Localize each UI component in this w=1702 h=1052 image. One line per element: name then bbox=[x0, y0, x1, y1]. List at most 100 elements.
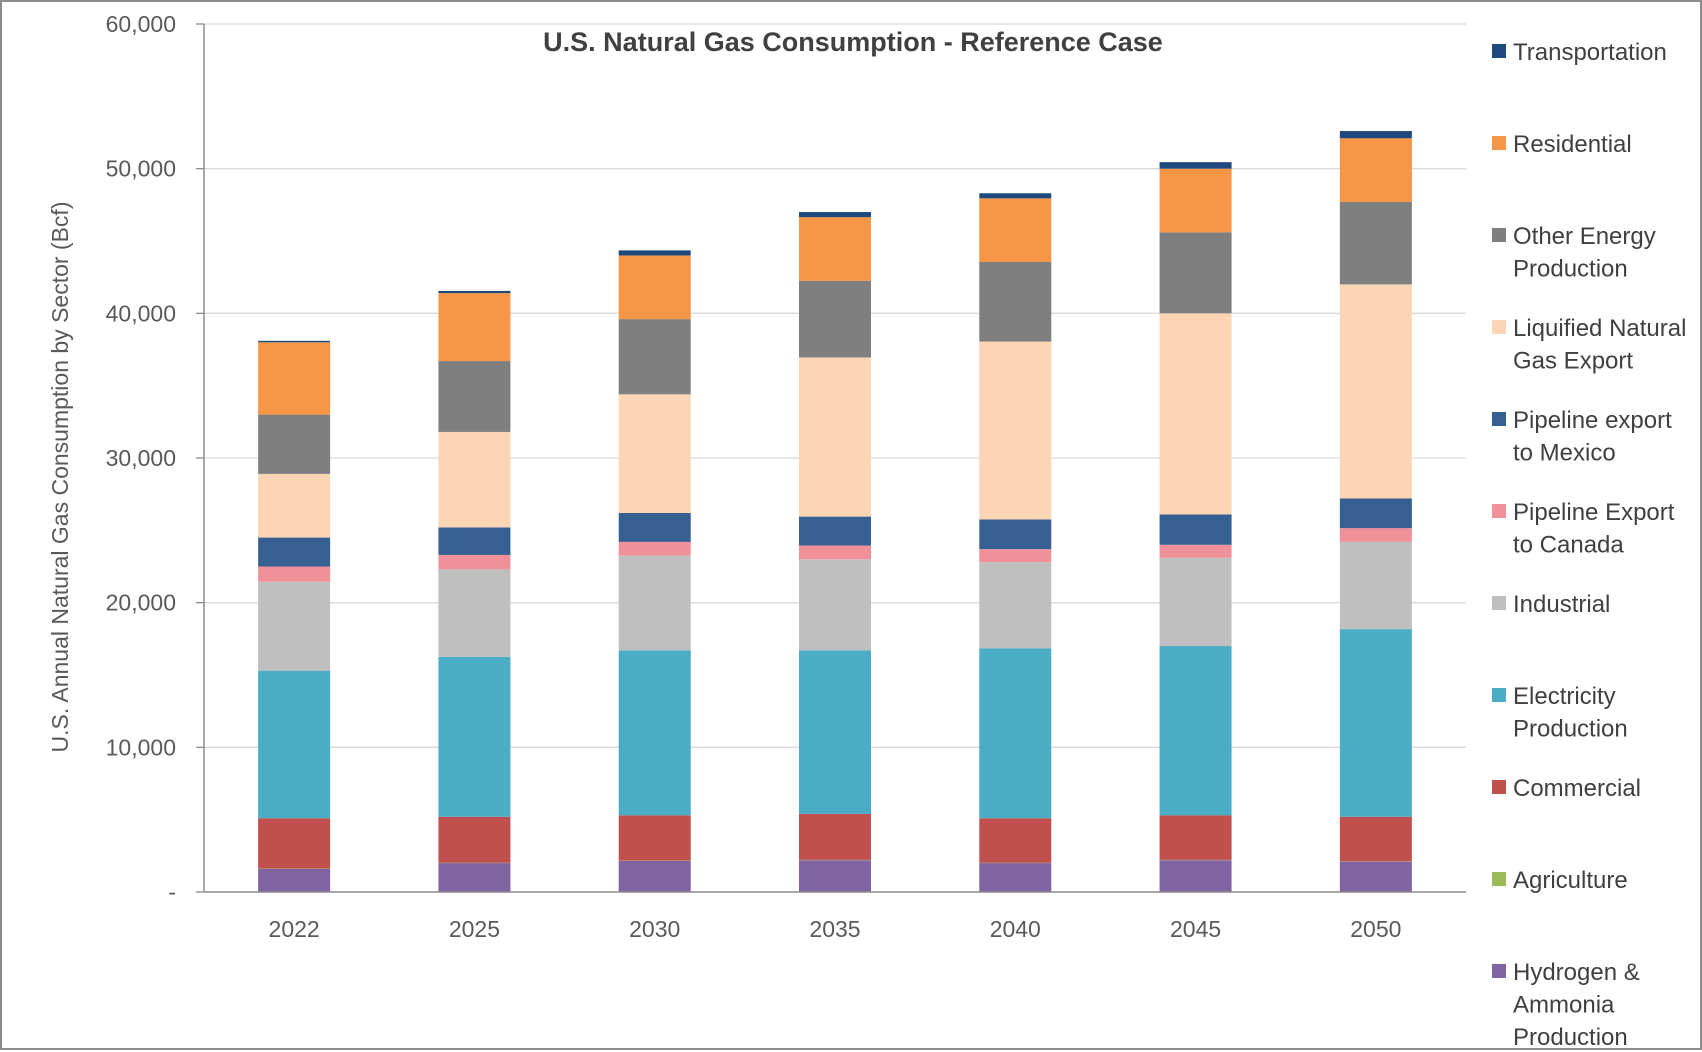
legend-label: Electricity bbox=[1513, 683, 1616, 710]
legend-item: Industrial bbox=[1492, 591, 1610, 618]
legend-swatch bbox=[1492, 44, 1506, 58]
y-tick-label: 40,000 bbox=[106, 300, 176, 326]
legend-swatch bbox=[1492, 412, 1506, 426]
legend-label: Ammonia bbox=[1513, 992, 1615, 1019]
y-tick-label: 30,000 bbox=[106, 445, 176, 471]
bar-segment bbox=[799, 559, 871, 650]
bar-segment bbox=[1340, 817, 1412, 862]
bar-segment bbox=[979, 519, 1051, 549]
bar-segment bbox=[979, 562, 1051, 648]
bar-segment bbox=[438, 432, 510, 527]
bar-segment bbox=[799, 517, 871, 546]
x-tick-label: 2030 bbox=[629, 916, 680, 942]
bar-segment bbox=[619, 394, 691, 513]
bar-segment bbox=[619, 542, 691, 556]
legend-label: Gas Export bbox=[1513, 348, 1633, 375]
legend-swatch bbox=[1492, 504, 1506, 518]
bar-segment bbox=[1340, 138, 1412, 202]
legend-swatch bbox=[1492, 780, 1506, 794]
x-tick-label: 2022 bbox=[269, 916, 320, 942]
bar-segment bbox=[258, 341, 330, 342]
bar-segment bbox=[438, 293, 510, 361]
bar-segment bbox=[1160, 860, 1232, 892]
bar-segment bbox=[258, 567, 330, 582]
bar-segment bbox=[258, 474, 330, 538]
bar-segment bbox=[1160, 232, 1232, 313]
legend-label: Production bbox=[1513, 1024, 1628, 1051]
bar-segment bbox=[979, 549, 1051, 562]
chart-title: U.S. Natural Gas Consumption - Reference… bbox=[543, 27, 1163, 57]
bar-segment bbox=[1340, 131, 1412, 138]
bar-segment bbox=[799, 814, 871, 860]
bar-segment bbox=[438, 657, 510, 817]
bar-stacks bbox=[258, 131, 1412, 892]
bar-segment bbox=[979, 262, 1051, 342]
bar-segment bbox=[1160, 162, 1232, 169]
bar-segment bbox=[799, 860, 871, 892]
bar-segment bbox=[1160, 313, 1232, 514]
bar-segment bbox=[619, 861, 691, 892]
x-tick-label: 2050 bbox=[1350, 916, 1401, 942]
legend-label: Agriculture bbox=[1513, 867, 1628, 894]
legend-item: Commercial bbox=[1492, 775, 1641, 802]
legend-label: Production bbox=[1513, 716, 1628, 743]
bar-segment bbox=[1340, 202, 1412, 284]
x-tick-label: 2025 bbox=[449, 916, 500, 942]
legend-label: Transportation bbox=[1513, 39, 1667, 66]
y-tick-label: 60,000 bbox=[106, 11, 176, 37]
bar-segment bbox=[1340, 542, 1412, 629]
legend-swatch bbox=[1492, 596, 1506, 610]
legend-item: Hydrogen & Ammonia Production bbox=[1492, 959, 1640, 1051]
bar-segment bbox=[619, 250, 691, 255]
legend-label: to Mexico bbox=[1513, 440, 1616, 467]
bar-segment bbox=[979, 342, 1051, 520]
bar-segment bbox=[438, 361, 510, 432]
legend-swatch bbox=[1492, 320, 1506, 334]
bar-segment bbox=[799, 217, 871, 281]
bar-segment bbox=[1160, 169, 1232, 233]
legend-label: Residential bbox=[1513, 131, 1632, 158]
bar-segment bbox=[258, 671, 330, 819]
bar-segment bbox=[979, 818, 1051, 863]
bar-segment bbox=[1340, 862, 1412, 892]
bar-segment bbox=[619, 556, 691, 651]
bar-segment bbox=[979, 198, 1051, 262]
bar-segment bbox=[619, 255, 691, 319]
bar-segment bbox=[619, 513, 691, 542]
bar-stack-2045 bbox=[1160, 162, 1232, 892]
bar-segment bbox=[258, 342, 330, 414]
legend-item: Pipeline export to Mexico bbox=[1492, 407, 1672, 467]
bar-segment bbox=[619, 650, 691, 815]
legend: Transportation Residential Other Energy Pro… bbox=[1492, 39, 1686, 1051]
legend-item: Residential bbox=[1492, 131, 1632, 158]
bar-segment bbox=[1160, 545, 1232, 558]
legend-swatch bbox=[1492, 872, 1506, 886]
y-tick-label: 10,000 bbox=[106, 734, 176, 760]
legend-label: Hydrogen & bbox=[1513, 959, 1640, 986]
bar-segment bbox=[799, 546, 871, 560]
bar-stack-2025 bbox=[438, 291, 510, 892]
bar-segment bbox=[1340, 528, 1412, 542]
legend-label: Pipeline export bbox=[1513, 407, 1672, 434]
bar-segment bbox=[438, 863, 510, 892]
legend-swatch bbox=[1492, 228, 1506, 242]
bar-segment bbox=[799, 357, 871, 516]
bar-segment bbox=[1340, 499, 1412, 529]
bar-segment bbox=[1160, 514, 1232, 544]
x-tick-label: 2035 bbox=[809, 916, 860, 942]
bar-segment bbox=[258, 415, 330, 474]
y-tick-label: 20,000 bbox=[106, 590, 176, 616]
bar-segment bbox=[438, 555, 510, 569]
legend-label: Other Energy bbox=[1513, 223, 1656, 250]
bar-segment bbox=[619, 815, 691, 860]
bar-stack-2030 bbox=[619, 250, 691, 892]
y-tick-label: 50,000 bbox=[106, 156, 176, 182]
bar-segment bbox=[438, 291, 510, 293]
x-tick-label: 2045 bbox=[1170, 916, 1221, 942]
legend-item: Electricity Production bbox=[1492, 683, 1628, 743]
bar-segment bbox=[979, 863, 1051, 892]
legend-label: Industrial bbox=[1513, 591, 1610, 618]
